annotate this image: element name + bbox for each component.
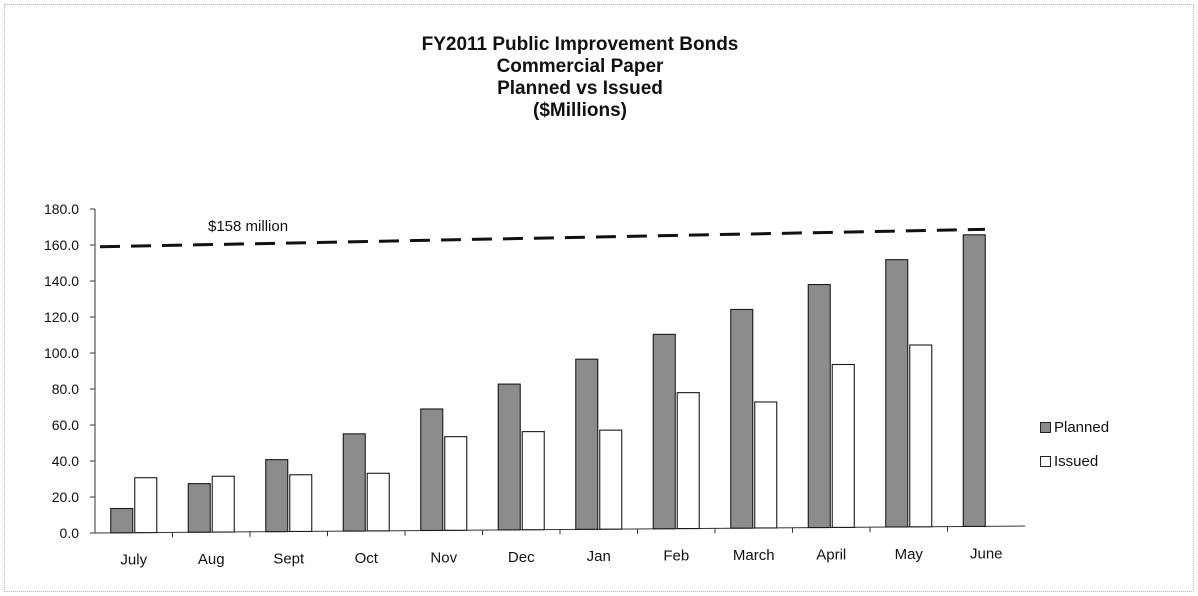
legend-item-issued: Issued	[1040, 444, 1109, 478]
y-tick-label: 60.0	[52, 417, 79, 433]
bar-planned	[342, 433, 366, 532]
chart-title: FY2011 Public Improvement Bonds Commerci…	[380, 34, 780, 122]
x-tick-label: Dec	[508, 549, 535, 566]
x-tick-label: March	[733, 547, 775, 564]
chart-frame	[4, 4, 1194, 592]
bar-planned	[652, 333, 676, 530]
reference-line	[99, 227, 986, 249]
reference-line-label: $158 million	[208, 218, 288, 235]
x-tick-label: June	[970, 545, 1003, 562]
bar-planned	[265, 459, 289, 533]
reference-line-group: $158 million	[99, 218, 986, 249]
y-tick-label: 140.0	[44, 273, 79, 289]
bar-issued	[521, 431, 545, 531]
legend-label-issued: Issued	[1054, 452, 1099, 470]
title-line-1: FY2011 Public Improvement Bonds	[421, 34, 739, 55]
legend-swatch-issued	[1040, 455, 1051, 467]
bar-planned	[962, 234, 986, 527]
x-tick-label: Feb	[663, 548, 689, 565]
title-line-3: Planned vs Issued	[497, 78, 663, 99]
bar-issued	[289, 474, 313, 533]
bar-planned	[187, 483, 211, 533]
bar-issued	[444, 436, 468, 531]
x-tick-label: Aug	[198, 551, 225, 568]
bar-planned	[807, 284, 831, 529]
y-tick-label: 0.0	[60, 525, 80, 541]
bar-planned	[730, 308, 754, 529]
bar-planned	[497, 383, 521, 531]
x-tick-label: May	[895, 546, 924, 563]
y-tick-label: 40.0	[52, 453, 79, 469]
axes: 0.0 20.0 40.0 60.0 80.0 100.0 120.0 140.0 160.0 1…	[44, 201, 1026, 569]
bar-issued	[211, 475, 235, 533]
bar-issued	[366, 472, 390, 532]
legend-swatch-planned	[1040, 421, 1051, 433]
y-tick-label: 80.0	[52, 381, 79, 397]
title-line-2: Commercial Paper	[496, 56, 664, 77]
y-tick-label: 160.0	[44, 237, 79, 253]
bar-issued	[134, 477, 158, 534]
x-tick-label: July	[120, 552, 147, 569]
bar-planned	[420, 408, 444, 532]
bars	[110, 234, 986, 534]
x-tick-label: April	[816, 546, 846, 563]
x-tick-label: Sept	[273, 551, 305, 568]
bar-issued	[599, 429, 623, 530]
x-tick-label: Oct	[355, 550, 379, 567]
y-tick-label: 120.0	[44, 309, 79, 325]
x-tick-label: Nov	[430, 549, 457, 566]
bar-planned	[885, 259, 909, 528]
bar-issued	[909, 344, 933, 528]
bar-planned	[110, 507, 134, 534]
legend-item-planned: Planned	[1040, 410, 1109, 444]
bar-issued	[831, 363, 855, 528]
y-tick-label: 180.0	[44, 201, 79, 217]
bar-planned	[575, 358, 599, 530]
title-line-4: ($Millions)	[533, 100, 627, 121]
x-tick-label: Jan	[587, 548, 611, 565]
bar-issued	[676, 392, 700, 530]
bar-issued	[754, 401, 778, 529]
y-tick-label: 100.0	[44, 345, 79, 361]
legend-label-planned: Planned	[1054, 418, 1110, 436]
y-tick-label: 20.0	[52, 489, 79, 505]
legend: Planned Issued	[1040, 410, 1109, 478]
